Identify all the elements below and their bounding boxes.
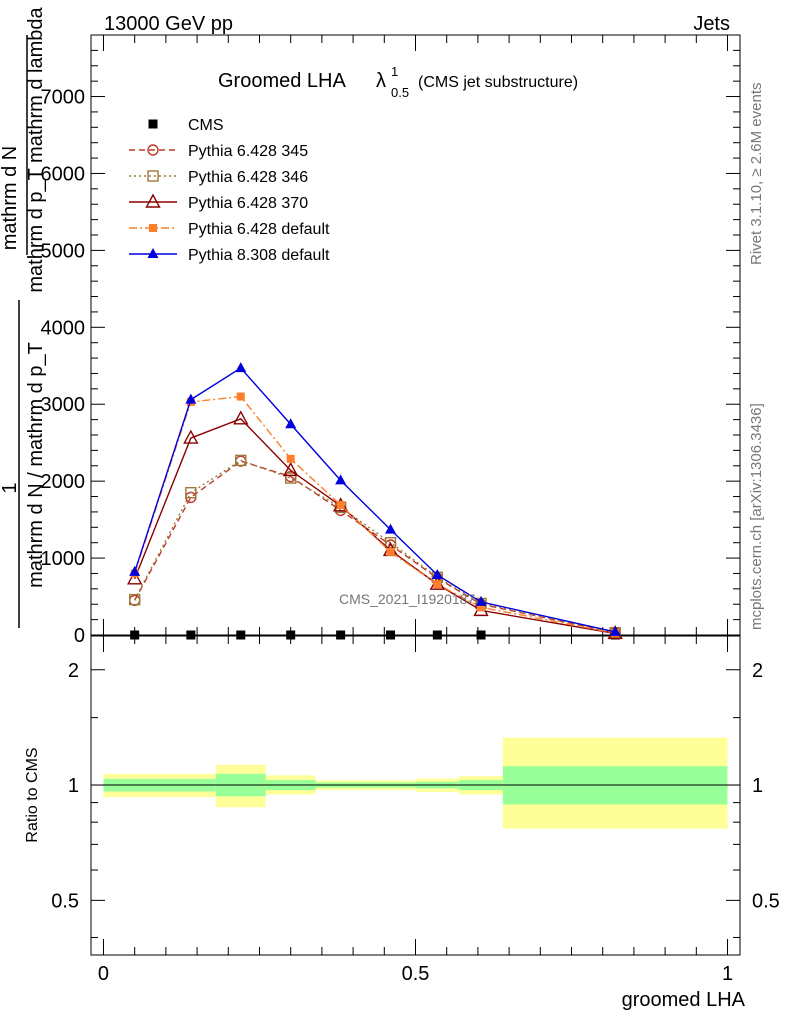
y-axis-label: 1 mathrm d N / mathrm d p_T mathrm d N m…	[0, 6, 47, 628]
legend-label-4: Pythia 6.428 default	[188, 221, 330, 238]
legend-marker-0	[148, 119, 158, 129]
title-main: Groomed LHA	[218, 70, 346, 92]
data-point-2	[384, 536, 397, 549]
mcplots-label: mcplots.cern.ch [arXiv:1306.3436]	[748, 403, 765, 630]
data-point-5	[235, 362, 247, 373]
rivet-label: Rivet 3.1.10, ≥ 2.6M events	[748, 83, 765, 266]
legend-label-3: Pythia 6.428 370	[188, 195, 308, 212]
data-point-0	[336, 630, 346, 640]
ratio-y-tick-label-right: 0.5	[752, 890, 780, 912]
data-point-4	[236, 392, 245, 401]
legend-marker-5	[147, 248, 159, 258]
data-point-5	[129, 565, 141, 576]
title-extra: (CMS jet substructure)	[418, 74, 578, 91]
legend-label-1: Pythia 6.428 345	[188, 143, 308, 160]
data-point-3	[283, 461, 299, 477]
data-point-5	[185, 393, 197, 404]
legend-entry-4: Pythia 6.428 default	[129, 221, 330, 238]
series-layer	[127, 362, 623, 640]
legend-label-2: Pythia 6.428 346	[188, 169, 308, 186]
plot-title: Groomed LHA λ 1 0.5 (CMS jet substructur…	[218, 64, 578, 100]
legend-marker-1	[147, 144, 159, 156]
y-tick-label: 3000	[41, 394, 86, 416]
x-axis-label: groomed LHA	[622, 989, 746, 1011]
data-point-4	[386, 547, 395, 556]
ratio-plot-frame: 0 0.5 1 0.5 0.5 1 1 2 2	[51, 635, 780, 985]
y-label-numerator: mathrm d N	[0, 146, 21, 250]
data-point-4	[336, 501, 345, 509]
data-point-0	[186, 630, 196, 640]
legend-entry-1: Pythia 6.428 345	[129, 143, 308, 160]
data-point-0	[286, 630, 296, 640]
header-left-label: 13000 GeV pp	[104, 13, 233, 35]
legend-label-0: CMS	[188, 117, 224, 134]
data-point-2	[235, 454, 247, 467]
data-point-0	[130, 630, 140, 640]
legend-entry-0: CMS	[148, 117, 224, 134]
data-point-3	[127, 570, 143, 585]
analysis-watermark: CMS_2021_I1920187	[339, 591, 475, 607]
legend-entry-3: Pythia 6.428 370	[129, 193, 308, 212]
y-label-prefactor-num: 1	[0, 482, 21, 493]
ratio-y-tick-label-left: 2	[68, 660, 79, 682]
ratio-y-label: Ratio to CMS	[24, 747, 41, 842]
data-point-2	[128, 593, 141, 606]
y-tick-label: 0	[74, 625, 85, 647]
data-point-5	[335, 474, 347, 485]
y-tick-label: 6000	[41, 163, 86, 185]
x-tick-label: 0.5	[402, 963, 430, 985]
data-point-5	[475, 595, 487, 606]
y-tick-label: 4000	[41, 317, 86, 339]
data-point-5	[385, 523, 397, 534]
data-point-5	[431, 569, 443, 579]
title-lambda-sub: 0.5	[391, 85, 409, 100]
y-tick-label: 5000	[41, 240, 86, 262]
data-point-3	[233, 410, 249, 425]
title-lambda-sup: 1	[391, 64, 398, 79]
x-tick-label: 1	[722, 963, 733, 985]
data-point-0	[476, 630, 486, 640]
y-tick-label: 7000	[41, 87, 86, 109]
data-point-0	[432, 630, 442, 640]
legend-marker-4	[149, 224, 157, 232]
series-2	[128, 454, 621, 639]
data-point-4	[477, 603, 486, 612]
y-label-denominator: mathrm d p_T mathrm d lambda	[25, 6, 47, 292]
ratio-y-tick-label-left: 0.5	[51, 890, 79, 912]
legend-entry-2: Pythia 6.428 346	[129, 169, 308, 186]
data-point-5	[609, 625, 621, 636]
y-tick-label: 2000	[41, 471, 86, 493]
data-point-5	[285, 418, 297, 429]
ratio-bands	[91, 737, 740, 829]
y-tick-label: 1000	[41, 548, 86, 570]
data-point-4	[286, 454, 295, 463]
x-tick-label: 0	[98, 963, 109, 985]
series-5	[129, 362, 621, 636]
legend: CMS Pythia 6.428 345 Pythia 6.428 346 Pythi…	[129, 117, 330, 264]
y-label-prefactor-den: mathrm d N / mathrm d p_T	[25, 342, 47, 588]
data-point-2	[284, 472, 297, 484]
header-right-label: Jets	[693, 13, 730, 35]
legend-marker-3	[145, 193, 161, 208]
legend-marker-2	[147, 170, 159, 182]
ratio-y-tick-label-right: 1	[752, 775, 763, 797]
title-lambda: λ	[376, 70, 386, 92]
data-point-1	[235, 455, 247, 467]
data-point-0	[386, 630, 396, 640]
data-point-4	[433, 580, 442, 589]
legend-label-5: Pythia 8.308 default	[188, 247, 330, 264]
ratio-y-tick-label-left: 1	[68, 775, 79, 797]
data-point-3	[183, 429, 199, 444]
data-point-0	[236, 630, 246, 640]
series-1	[128, 455, 621, 639]
series-line-4	[134, 395, 616, 634]
data-point-2	[185, 486, 197, 499]
ratio-y-tick-label-right: 2	[752, 660, 763, 682]
legend-entry-5: Pythia 8.308 default	[129, 247, 330, 264]
